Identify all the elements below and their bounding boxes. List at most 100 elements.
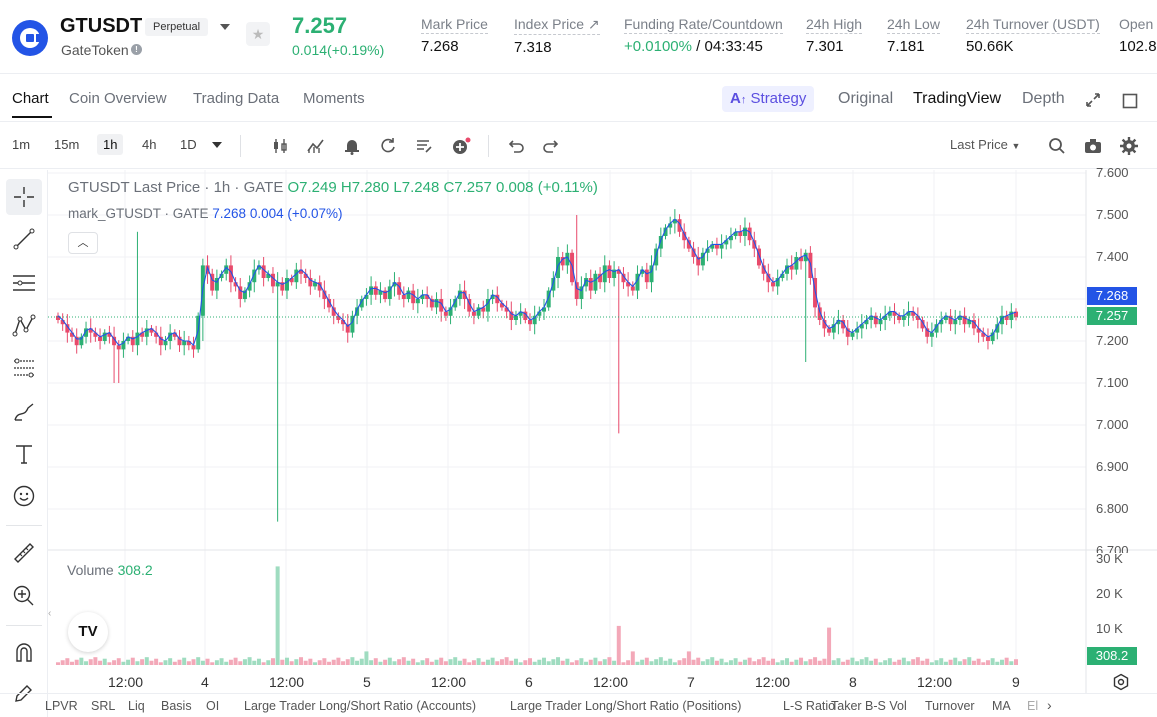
indicator-basis[interactable]: Basis [161, 699, 192, 713]
axis-settings-icon[interactable] [1112, 673, 1130, 691]
info-icon[interactable]: ! [131, 44, 142, 55]
candle-body [429, 299, 434, 308]
search-icon[interactable] [1047, 136, 1067, 156]
interval-15m[interactable]: 15m [54, 137, 80, 152]
view-tradingview[interactable]: TradingView [913, 90, 1002, 107]
candle-body [163, 341, 168, 346]
interval-1d[interactable]: 1D [180, 137, 197, 152]
crosshair-tool[interactable] [6, 179, 42, 215]
collapse-toolbar-chevron-icon[interactable]: ‹ [48, 608, 52, 619]
zoom-tool[interactable] [6, 578, 42, 614]
indicator-ls-accounts[interactable]: Large Trader Long/Short Ratio (Accounts) [244, 699, 477, 713]
candle-body [270, 273, 275, 287]
template-list-icon[interactable] [414, 136, 434, 156]
interval-dropdown-chevron-icon[interactable] [212, 142, 222, 148]
drawing-toolbar [0, 170, 48, 717]
favorite-star-icon[interactable]: ★ [246, 22, 270, 46]
candle-body [168, 332, 173, 341]
magnet-tool[interactable] [6, 635, 42, 671]
tab-trading-data[interactable]: Trading Data [193, 90, 280, 107]
fib-tool[interactable] [6, 350, 42, 386]
indicator-taker-vol[interactable]: Taker B-S Vol [831, 699, 907, 713]
indicator-srl[interactable]: SRL [91, 699, 116, 713]
volume-bar [481, 661, 486, 665]
candle-body [710, 244, 715, 249]
price-type-select[interactable]: Last Price ▼ [950, 137, 1021, 152]
text-tool[interactable] [6, 436, 42, 472]
volume-bar [425, 658, 430, 665]
tab-coin-overview[interactable]: Coin Overview [69, 90, 167, 107]
indicator-oi[interactable]: OI [206, 699, 220, 713]
volume-bar [588, 659, 593, 665]
volume-bar [387, 657, 392, 665]
candle-body [654, 248, 659, 266]
indicator-lpvr[interactable]: LPVR [45, 699, 78, 713]
indicator-ls-ratio[interactable]: L-S Ratio [783, 699, 836, 713]
candle-body [527, 320, 532, 325]
price-axis-label: 7.000 [1096, 417, 1129, 432]
candle-body [242, 290, 247, 299]
pattern-icon [12, 314, 36, 337]
horizontal-lines-tool[interactable] [6, 265, 42, 301]
tab-chart[interactable]: Chart [12, 90, 49, 107]
screenshot-camera-icon[interactable] [1083, 136, 1103, 156]
collapse-legend-button[interactable]: ︿ [68, 232, 98, 254]
view-original[interactable]: Original [838, 90, 894, 107]
candle-body [397, 282, 402, 295]
volume-bar [331, 659, 336, 665]
volume-bar [742, 659, 747, 665]
volume-bar [827, 627, 832, 665]
candle-body [574, 282, 579, 299]
volume-bar [224, 661, 229, 665]
measure-tool[interactable] [6, 535, 42, 571]
candle-body [345, 324, 350, 333]
indicator-ls-positions[interactable]: Large Trader Long/Short Ratio (Positions… [510, 699, 742, 713]
magnet-icon [16, 643, 32, 662]
interval-1m[interactable]: 1m [12, 137, 31, 152]
add-indicator-icon[interactable] [451, 136, 471, 156]
tradingview-logo[interactable]: TV [68, 612, 108, 652]
symbol-dropdown-chevron-icon[interactable] [220, 24, 230, 30]
indicators-icon[interactable] [306, 136, 326, 156]
candle-body [247, 282, 252, 291]
volume-bar [158, 662, 163, 665]
price-chart[interactable] [48, 170, 1157, 693]
undo-icon[interactable] [506, 136, 526, 156]
lock-drawings-tool[interactable] [6, 675, 42, 711]
settings-gear-icon[interactable] [1119, 136, 1139, 156]
indicator-turnover[interactable]: Turnover [925, 699, 975, 713]
candle-body [752, 240, 757, 249]
indicator-liq[interactable]: Liq [128, 699, 145, 713]
volume-bar [294, 659, 299, 665]
candle-body [462, 290, 467, 299]
tab-moments[interactable]: Moments [303, 90, 365, 107]
pattern-tool[interactable] [6, 308, 42, 344]
alert-bell-icon[interactable] [342, 136, 362, 156]
volume-bar [149, 660, 154, 665]
volume-bar [364, 651, 369, 665]
symbol-name[interactable]: GTUSDT [60, 15, 143, 37]
candle-body [766, 273, 771, 283]
volume-bar [560, 660, 565, 665]
candlestick-type-icon[interactable] [270, 136, 290, 156]
fullscreen-icon[interactable] [1122, 93, 1138, 109]
candle-body [714, 244, 719, 249]
interval-4h[interactable]: 4h [142, 137, 157, 152]
replay-icon[interactable] [378, 136, 398, 156]
strategy-button[interactable]: A↑ Strategy [722, 86, 815, 112]
trendline-tool[interactable] [6, 221, 42, 257]
volume-bar [626, 660, 631, 665]
scroll-right-chevron-icon[interactable]: › [1047, 697, 1052, 713]
expand-icon[interactable] [1085, 92, 1101, 108]
candle-body [602, 265, 607, 283]
active-tab-indicator [12, 116, 52, 118]
volume-bar [546, 661, 551, 665]
emoji-tool[interactable] [6, 478, 42, 514]
view-depth[interactable]: Depth [1022, 90, 1065, 107]
candle-body [682, 231, 687, 241]
indicator-ma[interactable]: MA [992, 699, 1011, 713]
redo-icon[interactable] [541, 136, 561, 156]
interval-1h[interactable]: 1h [97, 134, 124, 155]
brush-tool[interactable] [6, 394, 42, 430]
indicator-more[interactable]: El [1027, 699, 1039, 713]
